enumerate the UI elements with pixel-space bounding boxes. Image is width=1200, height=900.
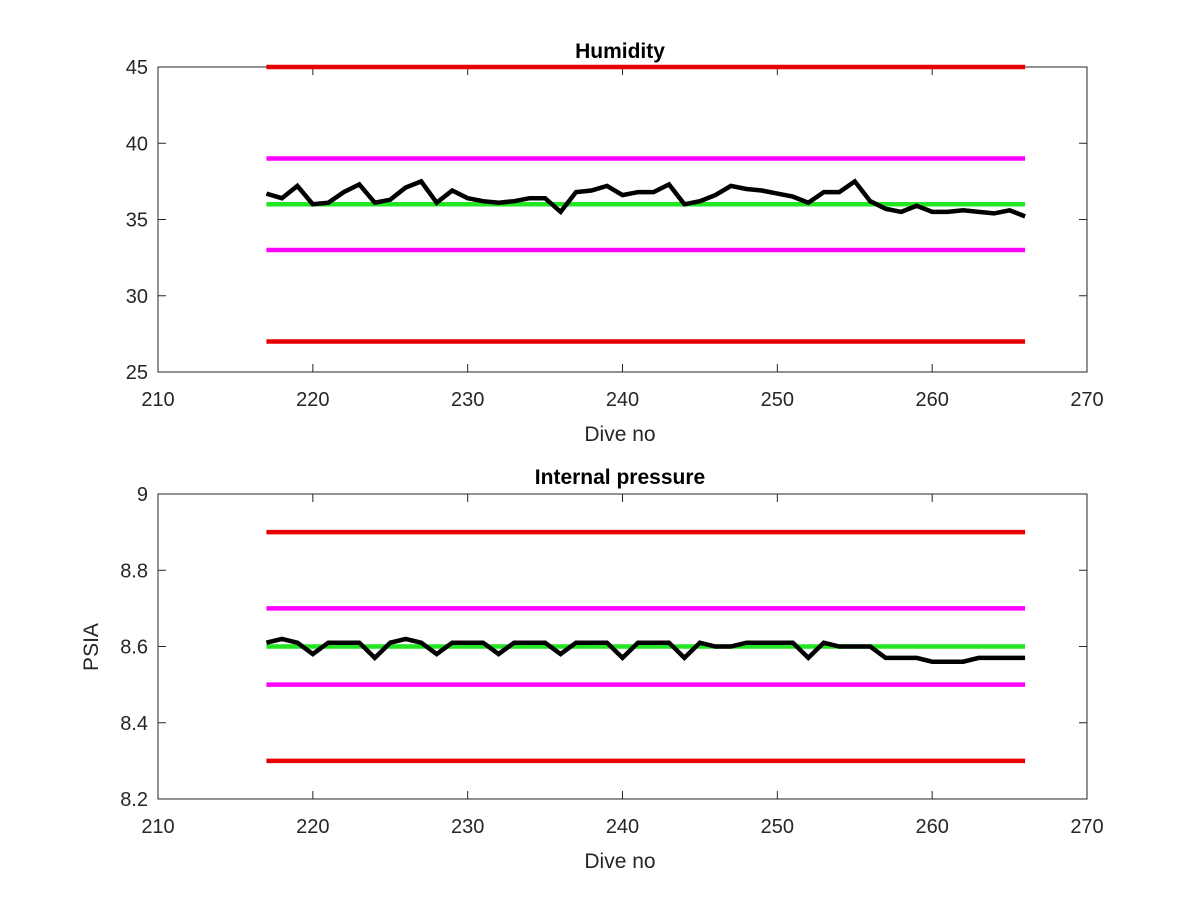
internal-pressure-chart: 210 220 230 240 250 260 270 8.2 8.4 8.6 8.8 9 xyxy=(120,484,1104,838)
humidity-y-tick-label: 45 xyxy=(126,57,148,79)
humidity-x-tick-label: 260 xyxy=(915,389,948,411)
pressure-y-tick-label: 8.8 xyxy=(120,560,148,582)
pressure-x-tick-label: 210 xyxy=(141,816,174,838)
pressure-y-tick-label: 8.4 xyxy=(120,713,148,735)
humidity-x-tick-label: 230 xyxy=(451,389,484,411)
humidity-data-series xyxy=(265,178,1026,219)
humidity-chart-title: Humidity xyxy=(575,40,665,63)
pressure-y-tick-label: 9 xyxy=(137,484,148,506)
pressure-x-tick-label: 230 xyxy=(451,816,484,838)
pressure-x-tick-label: 270 xyxy=(1070,816,1103,838)
pressure-chart-title: Internal pressure xyxy=(535,466,705,489)
pressure-chart-xlabel: Dive no xyxy=(584,850,655,873)
humidity-y-tick-label: 25 xyxy=(126,362,148,384)
humidity-x-tick-label: 210 xyxy=(141,389,174,411)
humidity-y-tick-label: 35 xyxy=(126,210,148,232)
humidity-x-tick-label: 240 xyxy=(606,389,639,411)
humidity-y-tick-label: 30 xyxy=(126,286,148,308)
pressure-data-series xyxy=(265,636,1026,664)
pressure-y-tick-label: 8.2 xyxy=(120,789,148,811)
humidity-y-tick-label: 40 xyxy=(126,133,148,155)
pressure-y-tick-label: 8.6 xyxy=(120,637,148,659)
pressure-x-tick-label: 220 xyxy=(296,816,329,838)
pressure-chart-ylabel: PSIA xyxy=(80,623,103,671)
humidity-x-tick-label: 250 xyxy=(761,389,794,411)
humidity-x-tick-label: 270 xyxy=(1070,389,1103,411)
pressure-x-tick-label: 240 xyxy=(606,816,639,838)
humidity-x-tick-label: 220 xyxy=(296,389,329,411)
humidity-chart: 210 220 230 240 250 260 270 25 30 35 40 45 xyxy=(126,57,1104,411)
humidity-chart-xlabel: Dive no xyxy=(584,423,655,446)
pressure-x-tick-label: 250 xyxy=(761,816,794,838)
pressure-x-tick-label: 260 xyxy=(915,816,948,838)
